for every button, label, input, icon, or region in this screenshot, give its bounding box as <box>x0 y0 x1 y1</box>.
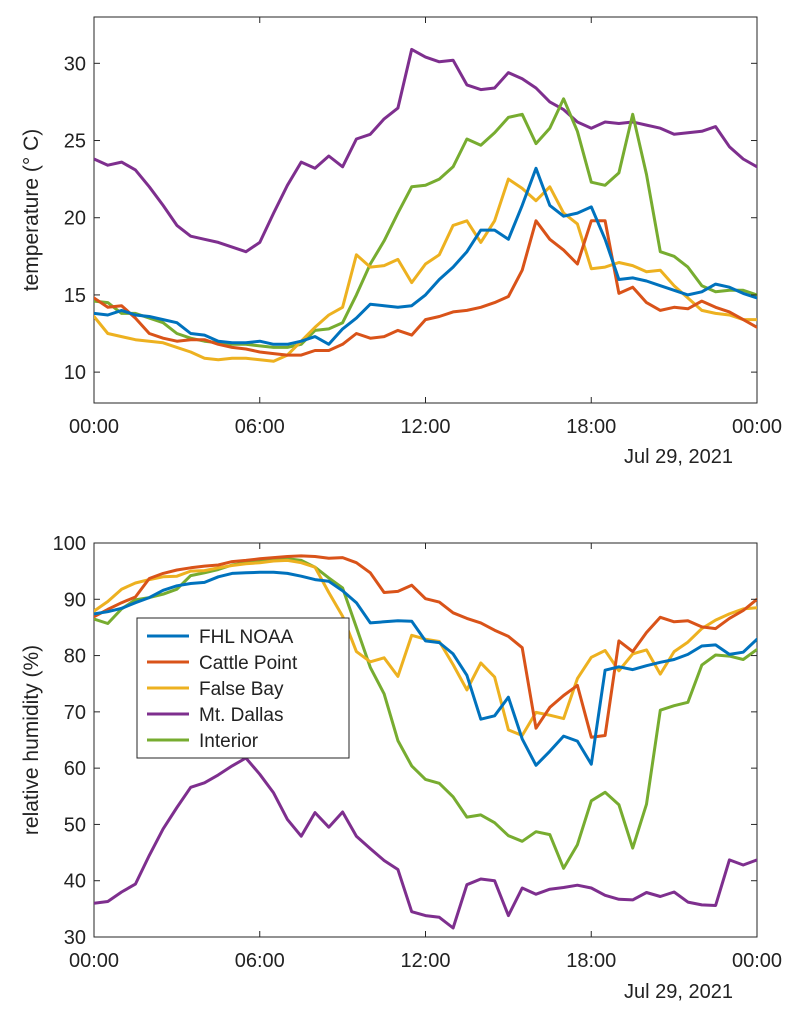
series-line-fhl-noaa <box>94 570 757 767</box>
date-label: Jul 29, 2021 <box>624 981 733 1003</box>
series-line-cattle-point <box>94 554 757 739</box>
chart-panel-2: 00:00 06:00 12:00 18:00 00:00 Jul 29, 2021 30 4… <box>20 533 782 1003</box>
x-tick-label: 00:00 <box>732 950 782 972</box>
series-line-mt-dallas <box>94 47 757 254</box>
legend-label: FHL NOAA <box>199 627 294 648</box>
y-tick-label: 20 <box>64 208 86 230</box>
x-tick-label: 12:00 <box>400 950 450 972</box>
x-tick-label: 06:00 <box>235 950 285 972</box>
series-line-mt-dallas <box>94 756 757 930</box>
y-tick-label: 10 <box>64 362 86 384</box>
date-label: Jul 29, 2021 <box>624 446 733 468</box>
series-line-cattle-point <box>94 219 757 357</box>
x-tick-label: 12:00 <box>400 416 450 438</box>
series-group <box>94 554 757 930</box>
y-tick-label: 80 <box>64 646 86 668</box>
x-tick-label: 18:00 <box>566 416 616 438</box>
series-group <box>94 47 757 363</box>
plot-area <box>93 16 758 404</box>
legend-label: Cattle Point <box>199 653 298 674</box>
y-tick-label: 15 <box>64 285 86 307</box>
legend-label: False Bay <box>199 679 284 700</box>
chart-panel-1: 00:00 06:00 12:00 18:00 00:00 Jul 29, 2021 10 1… <box>20 16 782 468</box>
y-tick-label: 60 <box>64 758 86 780</box>
y-axis-label: relative humidity (%) <box>20 645 43 835</box>
legend-label: Mt. Dallas <box>199 705 283 726</box>
legend: FHL NOAA Cattle Point False Bay Mt. Dallas I… <box>136 617 350 759</box>
y-tick-label: 30 <box>64 53 86 75</box>
y-tick-label: 40 <box>64 871 86 893</box>
x-tick-label: 06:00 <box>235 416 285 438</box>
x-tick-label: 00:00 <box>69 416 119 438</box>
y-tick-label: 25 <box>64 131 86 153</box>
x-tick-label: 18:00 <box>566 950 616 972</box>
x-tick-label: 00:00 <box>732 416 782 438</box>
y-axis-label: temperature (° C) <box>20 129 43 291</box>
y-tick-label: 30 <box>64 927 86 949</box>
series-line-interior <box>94 557 757 870</box>
series-line-false-bay <box>94 177 757 363</box>
y-tick-label: 70 <box>64 702 86 724</box>
y-tick-label: 100 <box>53 533 86 555</box>
series-line-fhl-noaa <box>94 166 757 346</box>
legend-label: Interior <box>199 731 259 752</box>
y-tick-label: 50 <box>64 814 86 836</box>
y-tick-label: 90 <box>64 589 86 611</box>
x-tick-label: 00:00 <box>69 950 119 972</box>
